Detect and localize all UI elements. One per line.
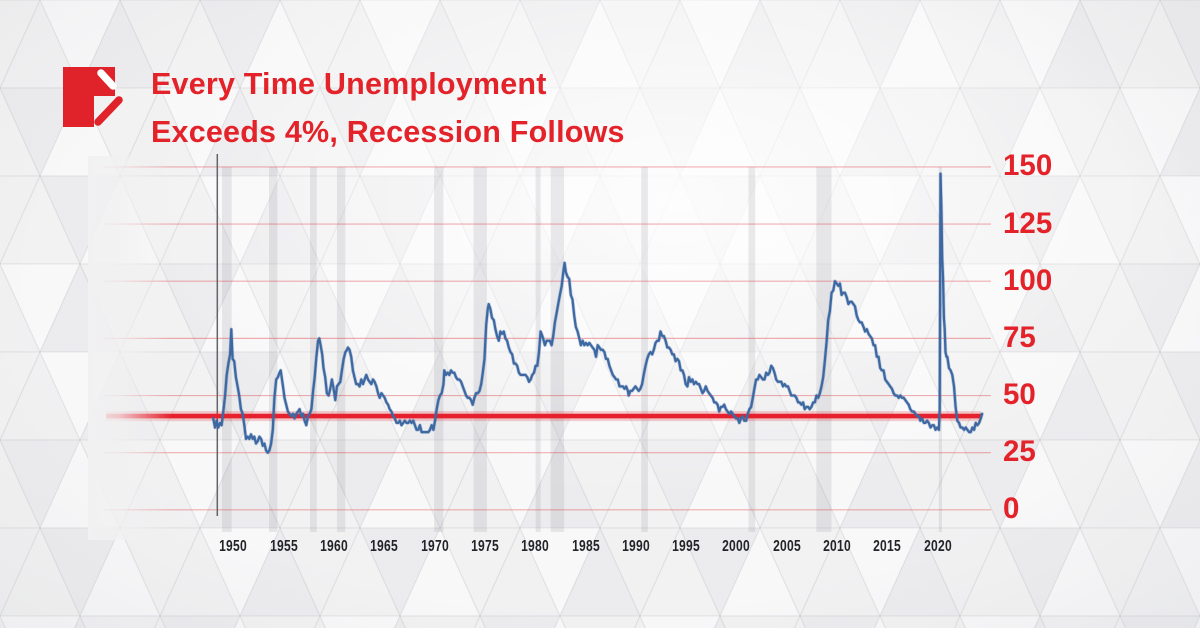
- x-axis-tick-label: 1970: [420, 538, 449, 555]
- page-title: Every Time Unemployment Exceeds 4%, Rece…: [151, 60, 625, 156]
- y-axis-tick-label: 125: [1003, 206, 1053, 240]
- x-axis-tick-label: 1990: [621, 538, 650, 555]
- recession-band: [434, 166, 444, 532]
- recession-band: [816, 166, 832, 532]
- logo-red-slash-icon: [94, 96, 123, 126]
- y-axis-tick-label: 100: [1003, 263, 1053, 297]
- page-title-line-1: Every Time Unemployment: [151, 67, 547, 101]
- x-axis-tick-label: 2000: [722, 538, 751, 555]
- unemployment-line-halo: [211, 172, 984, 455]
- y-gridlines: [104, 166, 991, 511]
- recession-band: [336, 166, 346, 532]
- recession-band: [269, 166, 278, 532]
- x-axis-tick-label: 1975: [470, 538, 499, 555]
- recession-band: [748, 166, 756, 532]
- y-axis-tick-label: 75: [1003, 320, 1036, 354]
- x-axis-tick-label: 1985: [571, 538, 600, 555]
- y-axis-tick-label: 25: [1003, 435, 1036, 469]
- x-axis-tick-label: 2005: [772, 538, 801, 555]
- recession-band: [550, 166, 565, 532]
- y-axis-tick-label: 50: [1003, 378, 1036, 411]
- x-axis-tick-label: 1960: [320, 538, 348, 555]
- x-axis-tick-label: 2015: [873, 538, 902, 555]
- recession-band: [641, 166, 648, 532]
- unemployment-line: [212, 172, 984, 454]
- y-axis-tick-label: 0: [1003, 492, 1020, 526]
- brand-logo: [63, 67, 123, 127]
- page-title-line-2: Exceeds 4%, Recession Follows: [151, 115, 625, 149]
- recession-bands: [222, 166, 943, 532]
- x-axis-tick-label: 2020: [923, 538, 952, 555]
- y-axis-tick-label: 150: [1003, 149, 1053, 183]
- x-axis-tick-label: 1955: [269, 538, 298, 555]
- x-axis-tick-label: 1980: [521, 538, 550, 555]
- x-axis-tick-label: 1965: [370, 538, 399, 555]
- x-axis-tick-label: 2010: [823, 538, 851, 555]
- x-axis-tick-label: 1995: [672, 538, 701, 555]
- x-axis-tick-label: 1950: [219, 538, 248, 555]
